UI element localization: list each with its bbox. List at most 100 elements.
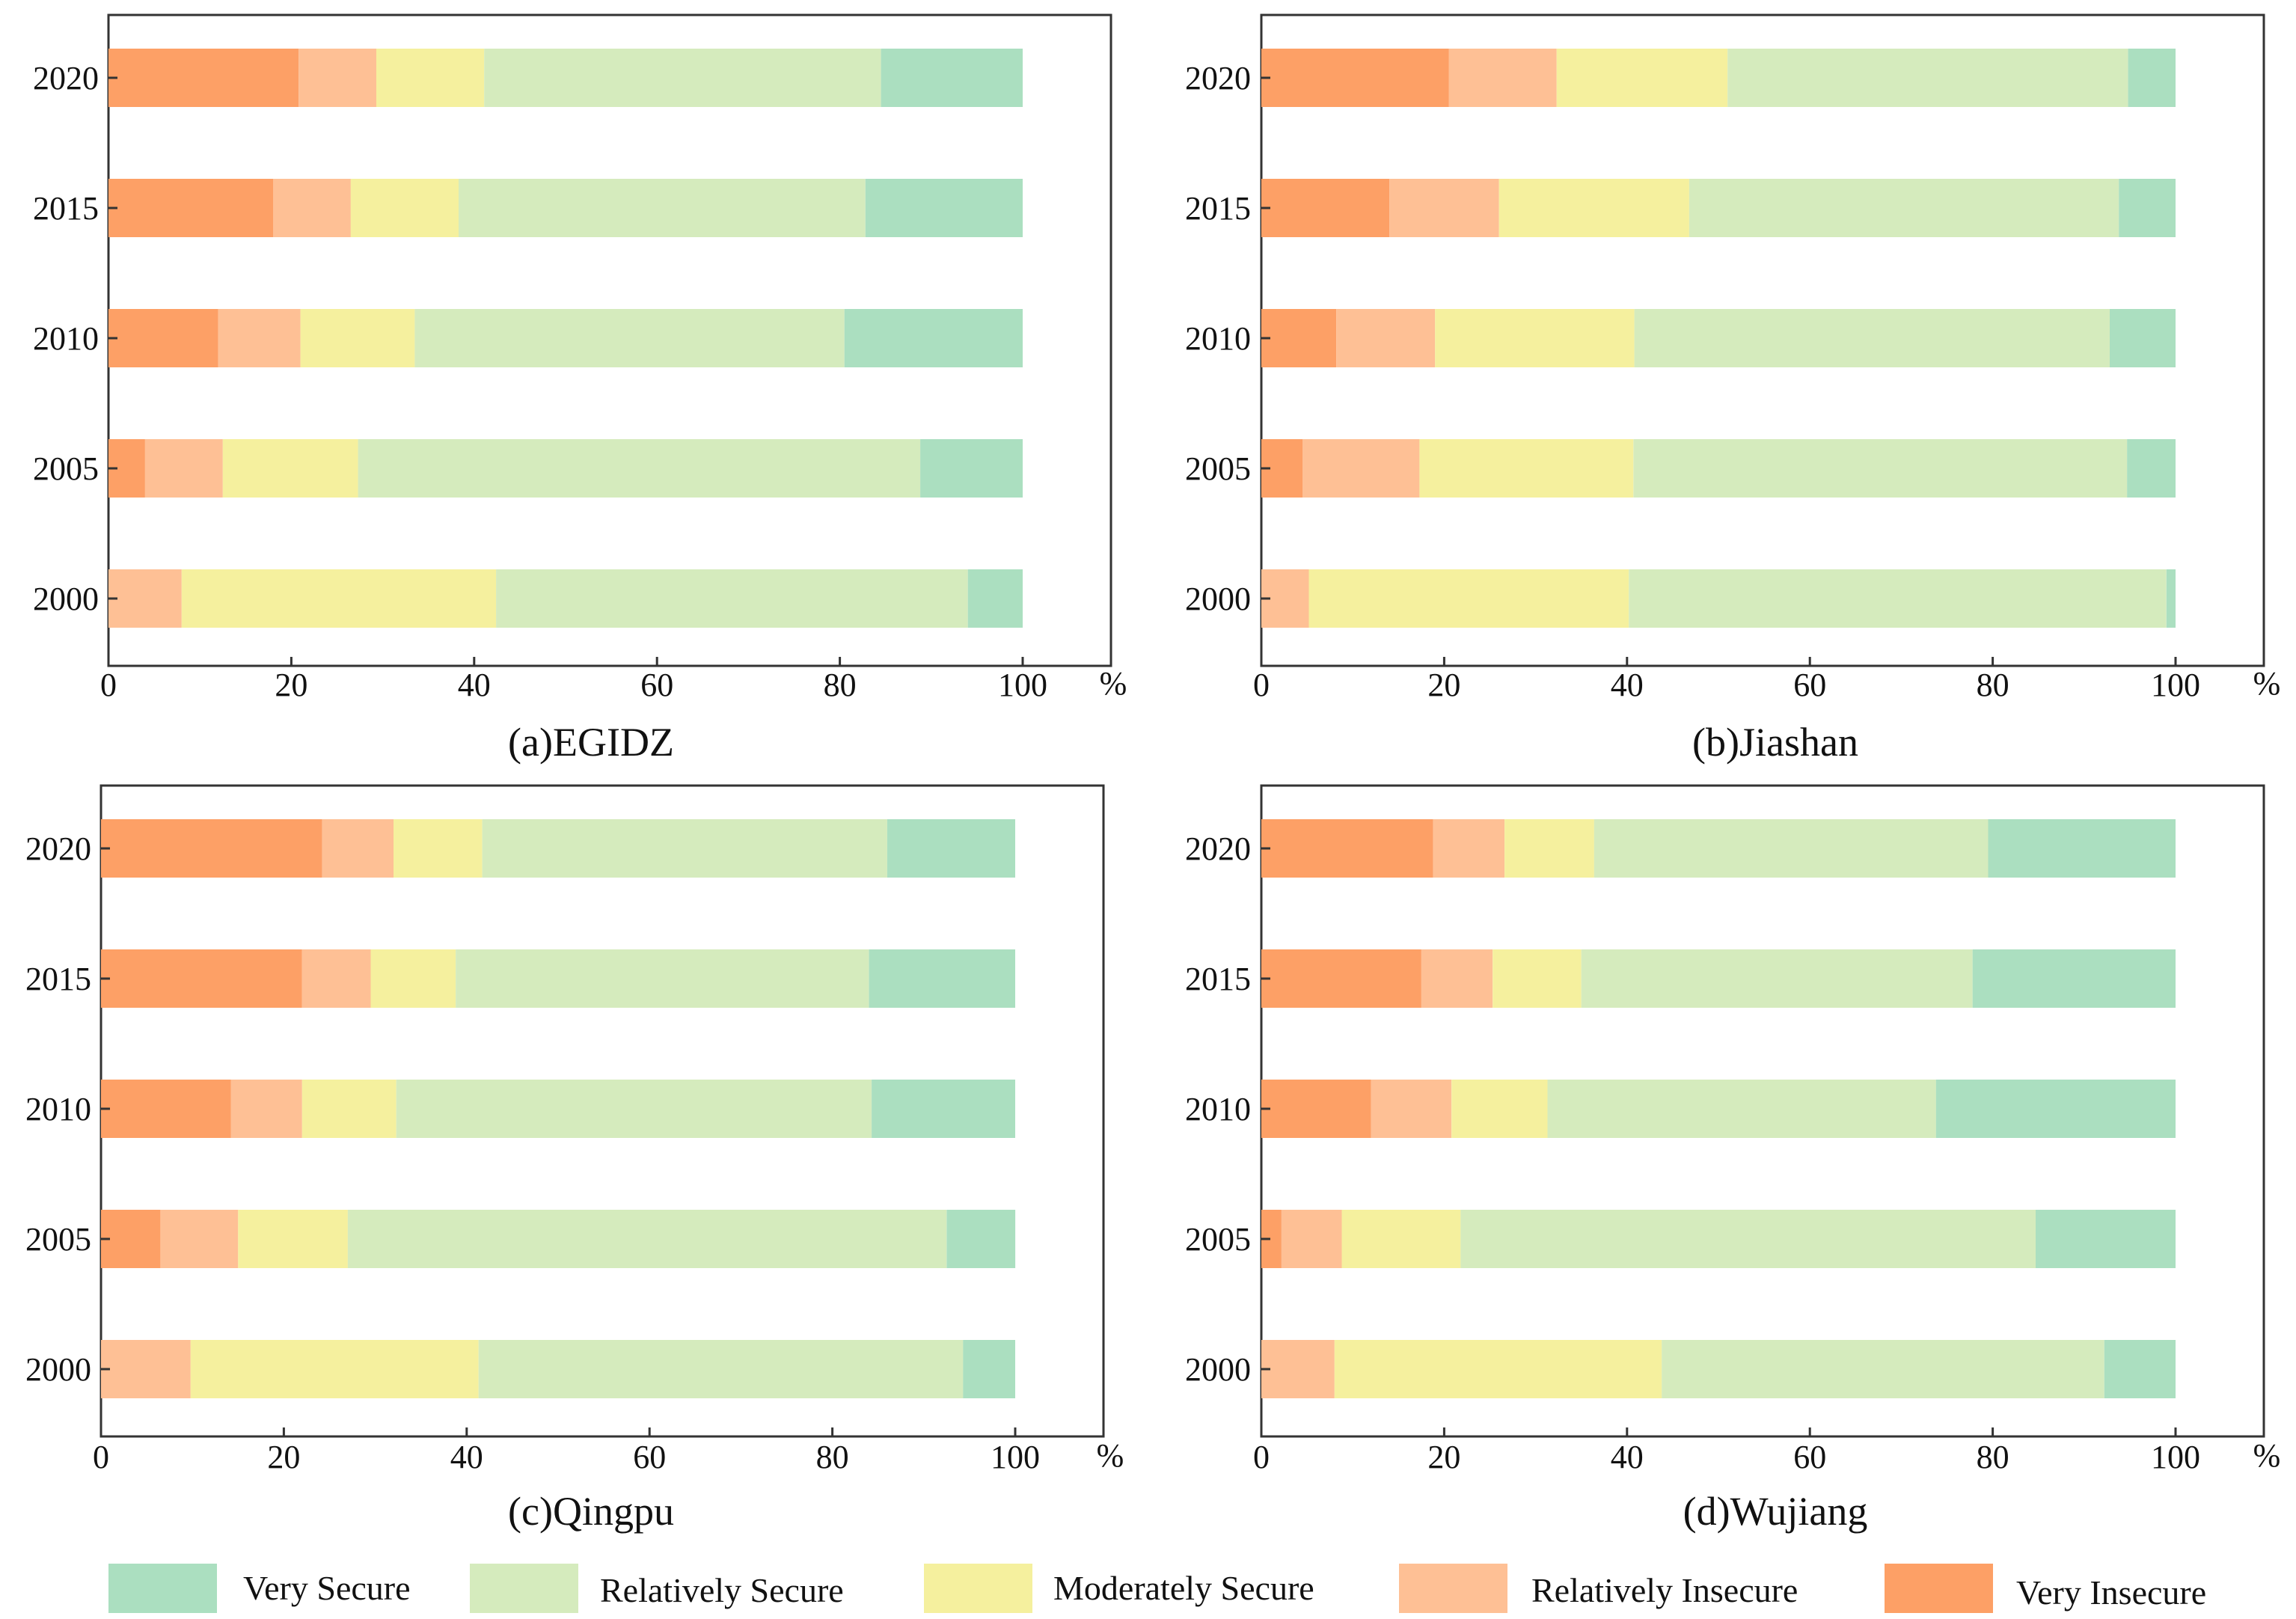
panel-a-ylabel-2010: 2010 (33, 320, 99, 357)
panel-d-bar-2020-relatively-insecure (1433, 819, 1504, 878)
panel-a-ylabel-2015: 2015 (33, 190, 99, 227)
panel-a-xlabel-20: 20 (275, 667, 307, 703)
panel-a-bar-2010-very-insecure (108, 309, 218, 367)
panel-b-bar-2015-very-insecure (1261, 179, 1390, 237)
panel-c-bar-2015-very-secure (869, 949, 1015, 1008)
panel-b-xlabel-20: 20 (1427, 667, 1460, 703)
panel-d-bar-2005-moderately-secure (1341, 1210, 1461, 1268)
panel-a-bar-2015-relatively-secure (459, 179, 866, 237)
panel-a-bar-2000-moderately-secure (181, 569, 497, 628)
panel-d-bar-2000-moderately-secure (1334, 1340, 1662, 1398)
panel-c-ylabel-2000: 2000 (25, 1351, 91, 1388)
panel-b-bar-2005-moderately-secure (1419, 439, 1634, 498)
panel-a-bar-2015-relatively-insecure (273, 179, 351, 237)
panel-d-ylabel-2005: 2005 (1185, 1221, 1251, 1258)
panel-c-bar-2010-very-secure (872, 1080, 1015, 1138)
panel-b-bar-2010-relatively-insecure (1336, 309, 1436, 367)
panel-a-bar-2010-moderately-secure (300, 309, 415, 367)
panel-a-bar-2005-moderately-secure (222, 439, 358, 498)
panel-c-xlabel-0: 0 (93, 1439, 109, 1475)
panel-a-bar-2020-relatively-insecure (299, 49, 377, 107)
panel-d-bar-2015-moderately-secure (1493, 949, 1582, 1008)
panel-b-xlabel-80: 80 (1977, 667, 2009, 703)
panel-d-ylabel-2000: 2000 (1185, 1351, 1251, 1388)
panel-a-bar-2015-very-secure (865, 179, 1023, 237)
panel-b-bar-2015-relatively-secure (1689, 179, 2119, 237)
panel-d-bar-2000-relatively-secure (1662, 1340, 2104, 1398)
panel-a-bar-2000-relatively-insecure (108, 569, 182, 628)
panel-d-ylabel-2020: 2020 (1185, 830, 1251, 867)
panel-d-bar-2015-relatively-secure (1581, 949, 1973, 1008)
panel-a-xlabel-40: 40 (458, 667, 491, 703)
panel-d-xlabel-0: 0 (1253, 1439, 1270, 1475)
panel-d-bar-2010-relatively-insecure (1371, 1080, 1452, 1138)
panel-b-bar-2005-very-secure (2127, 439, 2176, 498)
panel-c-bar-2020-very-insecure (101, 819, 322, 878)
panel-c-title: (c)Qingpu (508, 1489, 674, 1534)
panel-c-xlabel-100: 100 (991, 1439, 1040, 1475)
panel-b-bar-2020-relatively-insecure (1448, 49, 1557, 107)
panel-b-ylabel-2015: 2015 (1185, 190, 1251, 227)
panel-c-bar-2010-very-insecure (101, 1080, 231, 1138)
panel-d-xlabel-100: 100 (2151, 1439, 2200, 1475)
panel-a-bar-2020-moderately-secure (376, 49, 485, 107)
panel-c-bar-2000-relatively-secure (478, 1340, 964, 1398)
panel-a-bar-2020-very-insecure (108, 49, 299, 107)
panel-c-bar-2005-relatively-secure (347, 1210, 947, 1268)
panel-b-bars: 2020 2015 2010 2005 2000 0 20 40 60 80 100 (1185, 49, 2200, 703)
panel-b-xlabel-100: 100 (2151, 667, 2200, 703)
panel-c-xlabel-40: 40 (450, 1439, 483, 1475)
panel-d-bar-2000-relatively-insecure (1261, 1340, 1335, 1398)
panel-c-bar-2010-moderately-secure (301, 1080, 397, 1138)
panel-b-bar-2010-relatively-secure (1634, 309, 2110, 367)
panel-b-ylabel-2005: 2005 (1185, 450, 1251, 487)
panel-c-xlabel-20: 20 (267, 1439, 300, 1475)
panel-d-bars: 2020 2015 2010 2005 2000 0 20 40 60 80 100 (1185, 819, 2200, 1475)
panel-d-bar-2005-relatively-insecure (1281, 1210, 1342, 1268)
panel-c-bars: 2020 2015 2010 2005 2000 0 20 40 60 80 100 (25, 819, 1040, 1475)
panel-c-ylabel-2015: 2015 (25, 961, 91, 997)
panel-d-ylabel-2010: 2010 (1185, 1091, 1251, 1127)
panel-c-bar-2005-moderately-secure (238, 1210, 348, 1268)
panel-b-bar-2000-very-secure (2166, 569, 2176, 628)
panel-b-unit: % (2253, 665, 2281, 702)
panel-b-bar-2010-very-secure (2110, 309, 2176, 367)
panel-d-bar-2020-very-secure (1988, 819, 2176, 878)
panel-a-xlabel-60: 60 (640, 667, 673, 703)
panel-b-bar-2005-relatively-insecure (1302, 439, 1420, 498)
panel-c-bar-2000-relatively-insecure (101, 1340, 191, 1398)
panel-c-bar-2005-very-insecure (101, 1210, 161, 1268)
panel-d-bar-2015-very-secure (1972, 949, 2176, 1008)
panel-a-bar-2010-relatively-secure (414, 309, 845, 367)
panel-b-bar-2010-moderately-secure (1435, 309, 1635, 367)
panel-a-bar-2015-very-insecure (108, 179, 273, 237)
panel-d-bar-2005-very-secure (2036, 1210, 2176, 1268)
panel-d-bar-2020-very-insecure (1261, 819, 1433, 878)
panel-a-ylabel-2005: 2005 (33, 450, 99, 487)
legend-swatch-very-insecure (1885, 1564, 1993, 1613)
panel-d-bar-2005-relatively-secure (1460, 1210, 2036, 1268)
panel-d-xlabel-20: 20 (1427, 1439, 1460, 1475)
panel-c-ylabel-2010: 2010 (25, 1091, 91, 1127)
panel-b-bar-2020-very-insecure (1261, 49, 1449, 107)
panel-d-title: (d)Wujiang (1683, 1489, 1868, 1534)
panel-d-ylabel-2015: 2015 (1185, 961, 1251, 997)
panel-c-bar-2020-relatively-insecure (322, 819, 394, 878)
panel-a-bar-2020-very-secure (881, 49, 1023, 107)
legend-swatch-relatively-secure (470, 1564, 578, 1613)
panel-a-xlabel-80: 80 (824, 667, 857, 703)
panel-c-bar-2005-relatively-insecure (160, 1210, 239, 1268)
panel-c-bar-2015-moderately-secure (370, 949, 456, 1008)
panel-a-bar-2000-very-secure (967, 569, 1023, 628)
panel-b-ylabel-2020: 2020 (1185, 60, 1251, 97)
panel-c-bar-2020-relatively-secure (482, 819, 887, 878)
panel-c-unit: % (1097, 1437, 1124, 1474)
panel-b-bar-2010-very-insecure (1261, 309, 1337, 367)
panel-d-bar-2015-relatively-insecure (1421, 949, 1493, 1008)
panel-c-ylabel-2020: 2020 (25, 830, 91, 867)
panel-b-bar-2015-very-secure (2119, 179, 2176, 237)
legend-swatch-moderately-secure (924, 1564, 1032, 1613)
panel-d-bar-2010-relatively-secure (1547, 1080, 1936, 1138)
panel-b-title: (b)Jiashan (1692, 720, 1858, 765)
